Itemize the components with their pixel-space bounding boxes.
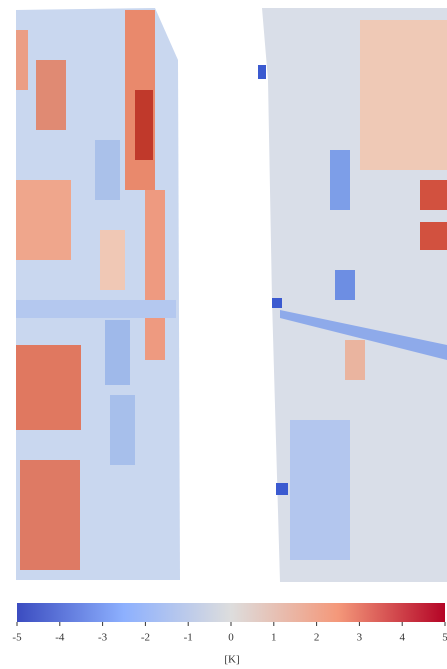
warm-patch — [100, 230, 125, 290]
cool-patch — [290, 420, 350, 560]
warm-patch — [345, 340, 365, 380]
colorbar — [17, 603, 445, 622]
cool-patch — [330, 150, 350, 210]
tick-label: -3 — [98, 632, 108, 644]
warm-patch — [16, 345, 81, 430]
tick-label: 3 — [357, 632, 363, 644]
tick-label: 5 — [442, 632, 447, 644]
warm-patch — [16, 30, 28, 90]
tick-label: -4 — [55, 632, 65, 644]
colorbar-label: [K] — [224, 654, 239, 666]
tick-label: 0 — [228, 632, 234, 644]
hot-spot — [420, 180, 447, 210]
cool-patch — [95, 140, 120, 200]
warm-patch — [36, 60, 66, 130]
hot-spot — [135, 90, 153, 160]
warm-strip — [145, 190, 165, 360]
warm-patch — [20, 460, 80, 570]
tick-label: -2 — [141, 632, 150, 644]
tick-label: -1 — [184, 632, 193, 644]
cool-patch — [335, 270, 355, 300]
tick-label: 1 — [271, 632, 277, 644]
tick-label: 2 — [314, 632, 320, 644]
tick-label: -5 — [12, 632, 22, 644]
warm-patch — [360, 20, 447, 170]
tick-label: 4 — [399, 632, 405, 644]
cool-patch — [105, 320, 130, 385]
cold-spot — [272, 298, 282, 308]
hot-spot — [420, 222, 447, 250]
cold-spot — [258, 65, 266, 79]
warm-patch — [16, 180, 71, 260]
thermal-image — [16, 8, 447, 582]
cold-spot — [276, 483, 288, 495]
cool-band — [16, 300, 176, 318]
cool-patch — [110, 395, 135, 465]
cool-band — [280, 310, 447, 360]
